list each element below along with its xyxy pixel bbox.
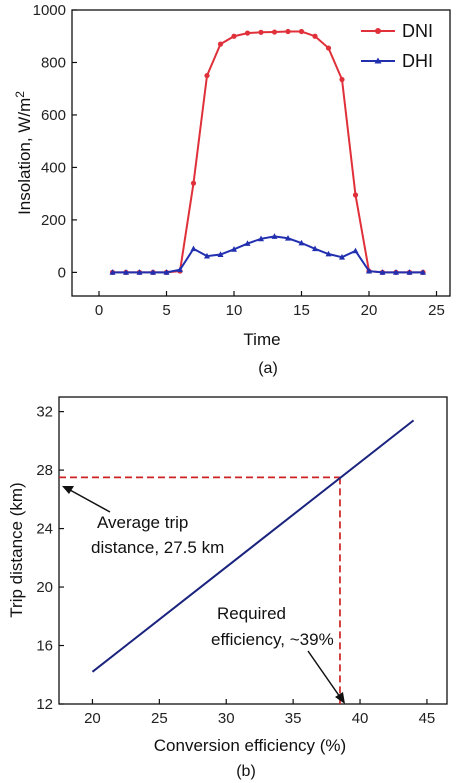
- annotation-required-efficiency-line2: efficiency, ~39%: [211, 630, 334, 649]
- data-point-dhi: [325, 250, 332, 257]
- legend-item-dhi: DHI: [361, 51, 433, 71]
- plot-frame-b: [58, 396, 448, 705]
- annotation-arrowhead-required-efficiency: [335, 692, 345, 704]
- panel-b-trip-distance-chart: 12 16 20 24 28 32 20 25 30 35 40 45 Trip distance …: [7, 396, 448, 780]
- b-y-tick-label: 32: [36, 404, 53, 421]
- data-point-dhi: [393, 269, 399, 275]
- y-axis-label-b: Trip distance (km): [7, 482, 26, 617]
- data-point-dni: [258, 29, 264, 35]
- a-y-tick-label: 0: [58, 264, 66, 281]
- data-point-dhi: [163, 269, 170, 275]
- y-axis-label-a: Insolation, W/m2: [13, 91, 34, 215]
- data-point-dhi: [258, 235, 264, 242]
- a-x-tick-label: 5: [162, 302, 170, 319]
- data-point-dhi: [271, 233, 278, 239]
- legend-label-dhi: DHI: [402, 51, 433, 71]
- b-x-tick-label: 30: [218, 710, 235, 727]
- legend-marker-dhi: [374, 57, 382, 64]
- b-y-tick-label: 12: [36, 696, 53, 713]
- data-point-dni: [204, 72, 210, 79]
- a-y-tick-label: 1000: [33, 2, 66, 19]
- data-point-dni: [285, 28, 291, 35]
- data-point-dhi: [420, 269, 426, 275]
- a-y-tick-label: 200: [41, 212, 66, 229]
- a-x-tick-label: 0: [95, 302, 103, 319]
- data-point-dni: [231, 33, 237, 39]
- data-point-dni: [190, 180, 197, 186]
- data-point-dhi: [109, 269, 116, 275]
- data-point-dhi: [204, 252, 210, 259]
- data-point-dhi: [217, 251, 224, 257]
- annotation-arrow-average-trip: [69, 489, 111, 513]
- legend: DNI DHI: [361, 21, 433, 71]
- data-point-dhi: [231, 245, 237, 252]
- x-axis-label-b: Conversion efficiency (%): [154, 736, 346, 755]
- data-point-dni: [312, 33, 318, 39]
- data-point-dni: [217, 41, 224, 47]
- data-point-dni: [271, 29, 278, 35]
- a-y-tick-label: 400: [41, 159, 66, 176]
- a-x-tick-label: 20: [361, 302, 378, 319]
- series-line-dhi: [112, 235, 423, 274]
- data-point-dhi: [406, 269, 413, 275]
- annotation-average-trip: Average trip distance, 27.5 km: [62, 486, 224, 557]
- annotation-average-trip-line2: distance, 27.5 km: [91, 538, 224, 557]
- data-point-dhi: [177, 266, 183, 273]
- annotation-arrowhead-average-trip: [62, 486, 74, 494]
- b-x-tick-label: 25: [151, 710, 168, 727]
- data-point-dni: [325, 45, 332, 51]
- b-x-tick-label: 35: [285, 710, 302, 727]
- b-x-tick-label: 45: [419, 710, 436, 727]
- data-point-dhi: [339, 253, 345, 260]
- data-point-dhi: [190, 245, 197, 252]
- data-point-dhi: [136, 269, 143, 275]
- data-point-dni: [352, 192, 359, 198]
- x-axis-label-a: Time: [243, 330, 280, 349]
- a-x-tick-label: 15: [293, 302, 310, 319]
- annotation-required-efficiency: Required efficiency, ~39%: [211, 604, 345, 704]
- data-point-dhi: [298, 239, 305, 246]
- panel-label-b: (b): [236, 763, 256, 780]
- data-point-dhi: [312, 245, 318, 252]
- legend-item-dni: DNI: [361, 21, 433, 41]
- data-point-dhi: [379, 269, 386, 275]
- data-point-dhi: [244, 240, 251, 246]
- data-point-dhi: [150, 269, 156, 275]
- data-point-dni: [298, 28, 305, 35]
- a-x-tick-label: 10: [226, 302, 243, 319]
- data-point-dni: [339, 76, 345, 83]
- series-line-dni: [112, 30, 423, 274]
- legend-marker-dni: [375, 28, 381, 34]
- b-x-tick-label: 40: [352, 710, 369, 727]
- annotation-arrow-required-efficiency: [307, 650, 341, 698]
- data-point-dhi: [285, 234, 291, 241]
- data-point-dhi: [352, 247, 359, 254]
- b-y-tick-label: 20: [36, 579, 53, 596]
- b-x-tick-label: 20: [84, 710, 101, 727]
- b-y-tick-label: 28: [36, 462, 53, 479]
- panel-a-insolation-chart: 0 200 400 600 800 1000 0 5 10 15 20 25 Insolation,…: [13, 2, 451, 377]
- annotation-required-efficiency-line1: Required: [217, 604, 286, 623]
- plot-frame-a: [71, 9, 451, 297]
- data-point-dhi: [366, 267, 372, 274]
- a-y-tick-label: 600: [41, 107, 66, 124]
- b-y-tick-label: 16: [36, 638, 53, 655]
- data-point-dni: [244, 30, 251, 36]
- panel-label-a: (a): [258, 360, 278, 377]
- annotation-average-trip-line1: Average trip: [97, 513, 188, 532]
- series-line-trip-distance: [91, 419, 415, 673]
- data-point-dhi: [123, 269, 129, 275]
- b-y-tick-label: 24: [36, 521, 53, 538]
- a-y-tick-label: 800: [41, 54, 66, 71]
- legend-label-dni: DNI: [402, 21, 433, 41]
- a-x-tick-label: 25: [428, 302, 445, 319]
